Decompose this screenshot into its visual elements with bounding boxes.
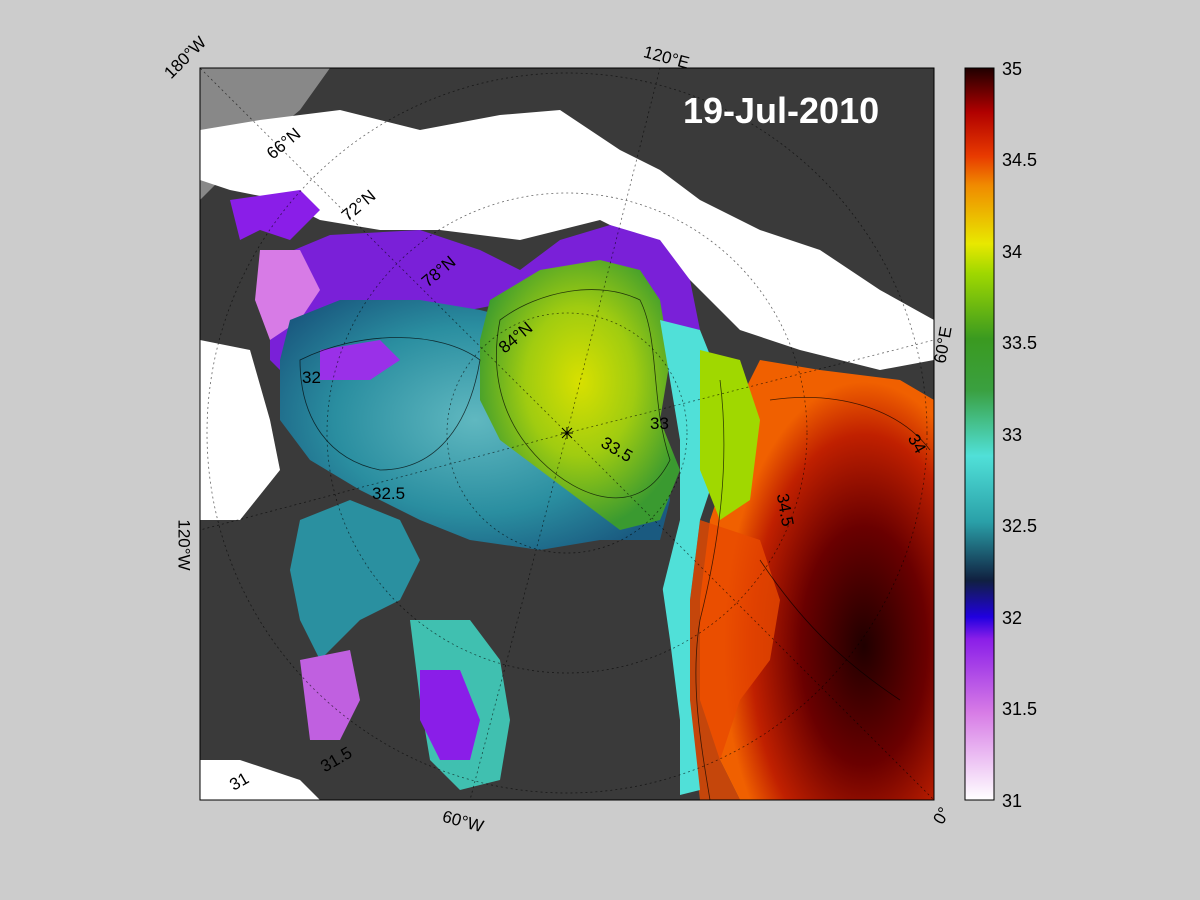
contour-label-32: 32: [302, 368, 321, 387]
low-salinity-chukchi: [230, 190, 320, 240]
sea-ice: [200, 110, 934, 370]
central-arctic: [480, 260, 680, 530]
atlantic-salinity: [700, 360, 934, 800]
map-content: [200, 68, 934, 800]
colorbar-tick-34: 34: [1002, 242, 1023, 262]
barents-front: [700, 350, 760, 520]
sea-ice-south: [200, 760, 320, 800]
archipelago-channels: [290, 500, 420, 660]
lon-label-120w: 120°W: [174, 519, 194, 571]
atlantic-front: [690, 520, 780, 800]
fresh-archipelago: [300, 650, 360, 740]
contour-label-32-5: 32.5: [372, 484, 406, 503]
map-frame: [199, 67, 935, 801]
colorbar-tick-31: 31: [1002, 791, 1023, 811]
contour-lines: [299, 289, 931, 800]
contour-label-33: 33: [650, 414, 669, 433]
fresh-water-coast: [255, 250, 320, 340]
colorbar-tick-32: 32: [1002, 608, 1023, 628]
graticule: [200, 68, 934, 800]
fresh-pocket: [320, 340, 400, 380]
north-pole-marker: [561, 427, 573, 439]
sea-ice-west: [200, 340, 280, 520]
colorbar-tick-35: 35: [1002, 59, 1023, 79]
colorbar-tick-32-5: 32.5: [1002, 516, 1038, 536]
colorbar-tick-31-5: 31.5: [1002, 699, 1038, 719]
colorbar: [964, 67, 995, 801]
colorbar-tick-33: 33: [1002, 425, 1023, 445]
date-label: 19-Jul-2010: [683, 90, 880, 131]
colorbar-tick-34-5: 34.5: [1002, 150, 1038, 170]
greenland: [480, 550, 680, 800]
colorbar-tick-33-5: 33.5: [1002, 333, 1038, 353]
baffin-fresh: [420, 670, 480, 760]
